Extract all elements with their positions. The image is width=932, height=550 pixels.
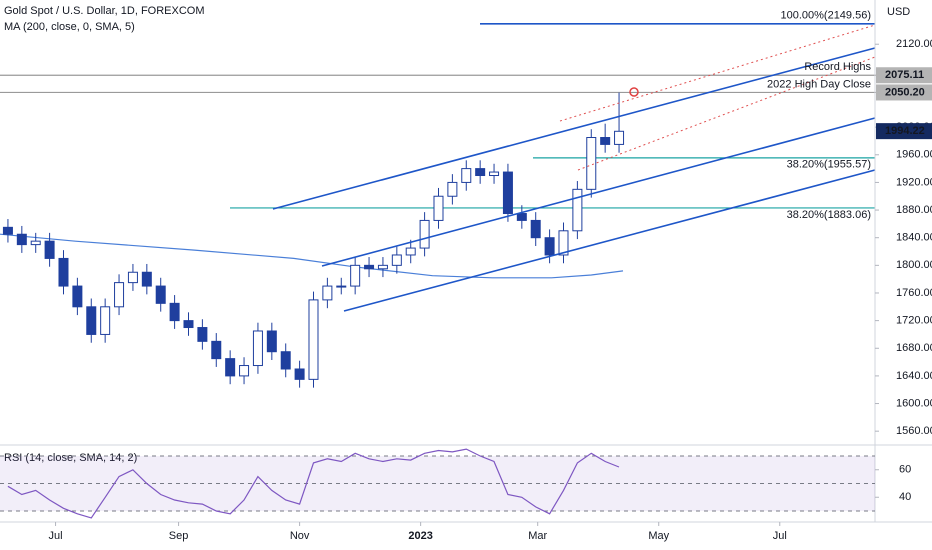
y-tick-label: 1640.00 <box>896 370 932 382</box>
candle-body <box>447 181 458 197</box>
candle-body <box>558 230 569 256</box>
x-tick-label: May <box>648 530 669 542</box>
candle-body <box>336 285 347 288</box>
channel-line <box>343 169 876 312</box>
y-tick-label: 1560.00 <box>896 425 932 437</box>
candle-body <box>391 254 402 266</box>
level-label: 2022 High Day Close <box>767 78 871 90</box>
channel-line <box>272 47 876 210</box>
drawings <box>272 24 876 312</box>
y-tick-label: 1920.00 <box>896 176 932 188</box>
candle-body <box>280 351 291 370</box>
y-tick-label: 2120.00 <box>896 38 932 50</box>
chart-title: Gold Spot / U.S. Dollar, 1D, FOREXCOM <box>4 5 205 17</box>
candle-body <box>86 306 97 335</box>
candle-body <box>600 137 611 145</box>
level-label: 100.00%(2149.56) <box>780 10 871 22</box>
candle-body <box>30 240 41 246</box>
candle-body <box>377 264 388 270</box>
y-tick-label: 1960.00 <box>896 149 932 161</box>
price-tag <box>876 84 932 101</box>
candle-body <box>614 130 625 145</box>
candle-body <box>2 226 13 235</box>
y-tick-label: 1680.00 <box>896 342 932 354</box>
price-tag <box>876 123 932 140</box>
level-label: Record Highs <box>804 61 871 73</box>
y-tick-label: 1720.00 <box>896 315 932 327</box>
candle-body <box>502 171 513 215</box>
candle-body <box>489 171 500 177</box>
y-tick-label: 1760.00 <box>896 287 932 299</box>
candle-body <box>72 285 83 308</box>
ma-line <box>0 233 624 279</box>
price-tag-label: 1994.22 <box>885 125 925 137</box>
rsi-title: RSI (14, close, SMA, 14, 2) <box>4 452 137 464</box>
x-tick-label: Jul <box>773 530 787 542</box>
candle-body <box>322 285 333 301</box>
price-tag-label: 2075.11 <box>885 69 924 81</box>
candle-body <box>530 219 541 239</box>
x-tick-label: Nov <box>290 530 310 542</box>
candle-body <box>572 188 583 232</box>
candle-body <box>544 237 555 256</box>
y-tick-label: 1800.00 <box>896 259 932 271</box>
channel-line <box>321 117 876 267</box>
x-tick-label: Sep <box>169 530 189 542</box>
candle-body <box>419 219 430 249</box>
x-tick-label: Mar <box>528 530 547 542</box>
candle-body <box>16 233 27 246</box>
rsi-tick-label: 40 <box>899 491 911 503</box>
candle-body <box>239 365 250 377</box>
candle-body <box>211 340 222 360</box>
candle-body <box>461 168 472 183</box>
candle-body <box>155 285 166 304</box>
y-tick-label: 1880.00 <box>896 204 932 216</box>
candle-body <box>405 247 416 256</box>
level-label: 38.20%(1883.06) <box>787 209 871 221</box>
candle-body <box>114 282 125 308</box>
candle-body <box>516 213 527 221</box>
x-tick-label: Jul <box>49 530 63 542</box>
candle-body <box>44 240 55 259</box>
candle-body <box>364 264 375 270</box>
candle-body <box>350 264 361 287</box>
y-tick-label: 1600.00 <box>896 397 932 409</box>
x-tick-label: 2023 <box>408 530 432 542</box>
candle-body <box>294 368 305 380</box>
candle-body <box>169 302 180 322</box>
candle-body <box>308 299 319 380</box>
candle-body <box>183 320 194 329</box>
y-tick-label: 1840.00 <box>896 232 932 244</box>
candle-body <box>433 195 444 221</box>
candle-body <box>252 330 263 367</box>
candle-body <box>586 137 597 190</box>
level-label: 38.20%(1955.57) <box>787 159 871 171</box>
candle-body <box>141 271 152 287</box>
currency: USD <box>887 6 910 18</box>
candle-body <box>100 306 111 335</box>
candle-body <box>475 168 486 177</box>
price-tag-label: 2050.20 <box>885 86 925 98</box>
candle-body <box>127 271 138 284</box>
plot-area <box>0 22 932 388</box>
rsi-line <box>7 448 620 519</box>
candle-body <box>58 257 69 287</box>
ma-label: MA (200, close, 0, SMA, 5) <box>4 21 135 33</box>
candle-body <box>225 358 236 377</box>
rsi-tick-label: 60 <box>899 464 911 476</box>
candle-body <box>197 327 208 342</box>
price-tag <box>876 67 932 84</box>
high-marker <box>629 87 639 97</box>
candle-body <box>266 330 277 353</box>
